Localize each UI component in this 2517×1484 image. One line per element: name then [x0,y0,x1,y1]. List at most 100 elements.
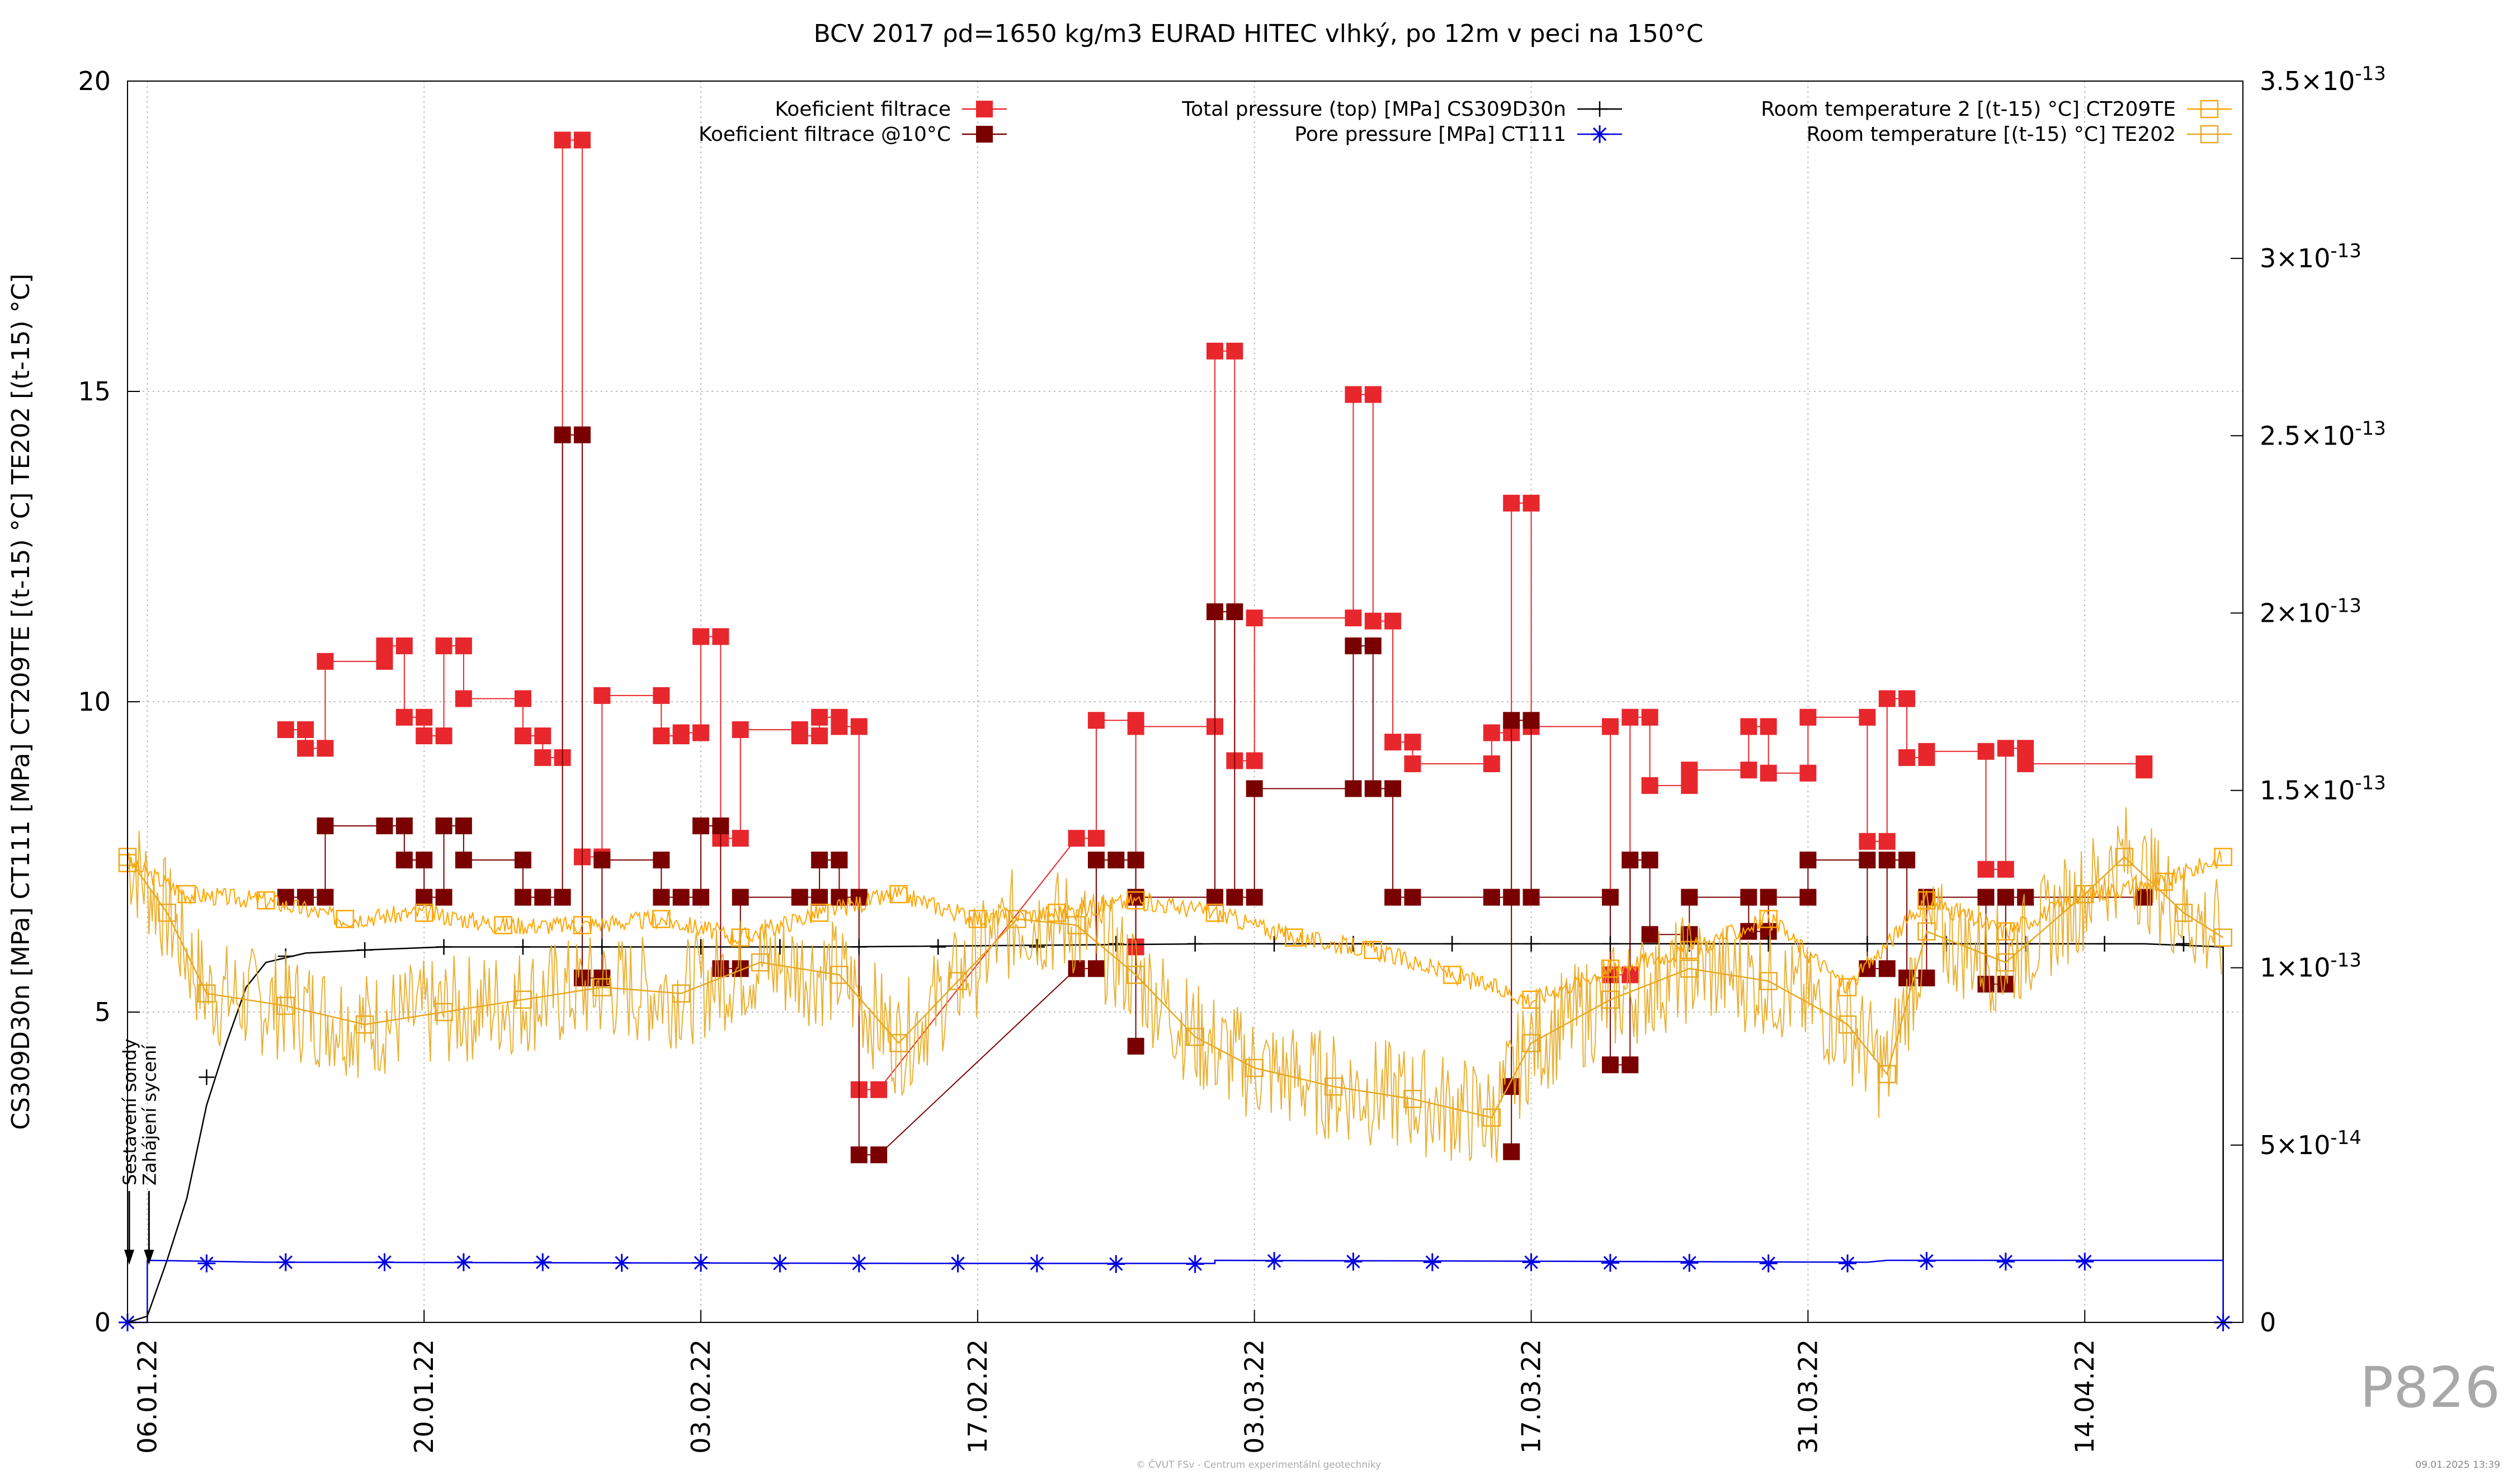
data-point [573,131,591,149]
data-point [1344,1253,1363,1271]
data-point [653,727,670,745]
data-point [672,724,690,741]
data-point [297,721,314,738]
y2-tick-label: 3×10-13 [2260,240,2362,273]
data-point [1997,888,2014,906]
axes: 0 5 10 15 20 0 5×10-14 1×10-13 1.5×10-13 2×10-13 2… [78,63,2386,1454]
data-point [1523,935,1539,952]
data-point [534,727,552,745]
data-point [1246,888,1263,906]
data-point [1759,910,1778,928]
data-point [1226,603,1243,621]
data-point [1127,852,1144,869]
legend-entry: Room temperature [(t-15) °C] TE202 [1807,123,2232,146]
series-0 [277,131,2153,1098]
data-point [435,637,453,655]
data-point [593,852,611,869]
data-point [395,852,413,869]
data-point [1503,1143,1520,1160]
data-point [435,727,453,745]
y-axis-label: CS309D30n [MPa] CT111 [MPa] CT209TE [(t-… [7,273,35,1129]
data-point [1799,708,1817,726]
data-point [672,888,690,906]
data-point [1127,718,1144,735]
data-point [158,904,176,922]
data-point [1107,1255,1125,1273]
data-point [811,708,828,726]
data-point [1246,780,1263,797]
data-point [1681,888,1698,906]
data-point [1087,712,1105,729]
data-point [376,653,393,670]
legend-label: Pore pressure [MPa] CT111 [1294,123,1566,146]
data-point [2115,848,2134,866]
data-point [455,690,472,707]
data-point [573,426,591,443]
data-point [1523,712,1540,729]
data-point [317,653,334,670]
data-point [1364,637,1382,655]
y2-tick-label: 2×10-13 [2260,594,2362,628]
data-point [514,690,531,707]
data-point [2136,762,2153,779]
data-point [1126,891,1145,910]
series-layer [118,131,2232,1331]
data-point [1068,830,1085,847]
series-line [128,1259,2224,1324]
legend-marker [976,126,993,143]
data-point [1996,953,2015,972]
data-point [277,721,294,738]
data-point [1404,755,1421,772]
data-point [1601,960,1620,978]
data-point [554,131,571,149]
data-point [317,888,334,906]
data-point [1345,637,1362,655]
legend-entry: Pore pressure [MPa] CT111 [1294,123,1622,146]
data-point [1622,852,1639,869]
data-point [1404,888,1421,906]
x-tick-label: 17.03.22 [1516,1339,1547,1454]
series-3 [119,1252,2232,1331]
data-point [1641,852,1658,869]
plot-id: P826 [2359,1355,2500,1420]
data-point [791,888,808,906]
data-point [1027,1254,1046,1273]
data-point [1483,755,1500,772]
event-label: Zahájení sycení [139,1044,160,1185]
data-point [1996,1253,2015,1271]
data-point [1483,888,1500,906]
data-point [177,885,196,904]
data-point [1601,718,1619,735]
data-point [1681,762,1698,779]
data-point [1641,926,1658,943]
data-point [297,740,314,757]
data-point [692,888,710,906]
data-point [416,888,433,906]
data-point [1878,690,1896,707]
series-line [127,850,2222,1009]
data-point [1246,752,1263,769]
data-point [1226,888,1243,906]
data-point [851,939,867,955]
data-point [850,718,868,735]
data-point [1087,852,1105,869]
x-tick-label: 06.01.22 [132,1339,162,1454]
data-point [830,966,849,984]
data-point [732,721,749,738]
x-tick-label: 17.02.22 [963,1339,993,1454]
data-point [2096,935,2113,952]
x-tick-label: 20.01.22 [409,1339,439,1454]
data-point [554,888,571,906]
data-point [1681,777,1698,794]
data-point [1838,1015,1857,1034]
data-point [1898,852,1916,869]
data-point [850,1146,868,1164]
data-point [1760,935,1776,952]
data-point [1266,935,1283,952]
data-point [513,990,532,1009]
data-point [652,910,671,928]
data-point [1601,1056,1619,1074]
data-point [414,904,433,922]
legend-marker [1591,125,1609,143]
data-point [534,888,552,906]
